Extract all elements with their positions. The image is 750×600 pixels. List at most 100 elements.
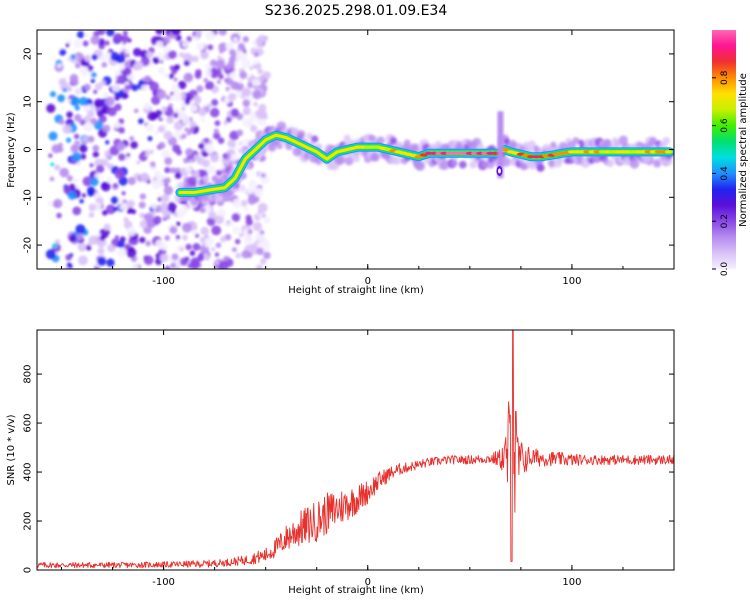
noise-blob [174, 172, 182, 179]
noise-blob [219, 49, 224, 54]
noise-blob [67, 190, 77, 200]
noise-blob [192, 242, 201, 251]
noise-blob [147, 111, 157, 121]
noise-blob [73, 86, 83, 95]
noise-blob [169, 65, 175, 71]
noise-blob [97, 30, 106, 36]
halo-blob [476, 143, 484, 151]
halo-blob [618, 135, 628, 145]
colorbar-tick-label: 0.2 [720, 214, 730, 228]
noise-blob [194, 173, 200, 179]
y-tick-label: 800 [23, 365, 34, 384]
noise-blob [124, 52, 130, 58]
halo-blob [415, 160, 426, 171]
noise-blob [190, 257, 201, 268]
noise-blob [139, 49, 149, 59]
noise-blob [175, 149, 182, 156]
noise-blob [102, 209, 108, 216]
halo-blob [662, 136, 671, 145]
noise-blob [47, 200, 54, 207]
noise-blob [92, 144, 100, 152]
noise-blob [229, 48, 236, 56]
noise-blob [54, 164, 61, 171]
noise-blob [171, 84, 180, 93]
noise-blob [90, 117, 98, 125]
noise-blob [239, 232, 244, 238]
noise-blob [184, 99, 191, 105]
noise-blob [256, 264, 263, 269]
halo-blob [606, 159, 615, 168]
noise-blob [126, 247, 137, 258]
noise-blob [133, 108, 139, 114]
halo-blob [550, 141, 557, 148]
halo-blob [469, 160, 477, 169]
noise-blob [163, 72, 169, 78]
noise-blob [102, 91, 109, 98]
noise-blob [181, 133, 187, 139]
noise-blob [155, 40, 164, 49]
noise-blob [228, 55, 236, 63]
noise-blob [256, 41, 263, 48]
noise-blob [193, 36, 199, 42]
halo-blob [368, 134, 376, 142]
halo-blob [434, 140, 443, 149]
spectrogram-y-ticks: -20 -10 0 10 20 [23, 48, 674, 253]
spectrogram-x-ticks: -100 0 100 [61, 30, 675, 287]
noise-blob [131, 209, 137, 215]
noise-blob [66, 262, 72, 268]
colorbar-tick-label: 0.4 [720, 166, 730, 181]
ridge-hotspot [664, 150, 673, 154]
noise-blob [160, 202, 169, 211]
noise-blob [159, 253, 169, 263]
halo-blob [396, 141, 403, 148]
noise-blob [51, 144, 61, 154]
noise-blob [79, 96, 88, 106]
noise-blob [207, 44, 214, 51]
noise-blob [247, 76, 252, 82]
noise-blob [168, 50, 177, 60]
noise-blob [90, 35, 100, 45]
noise-blob [179, 257, 189, 266]
noise-blob [139, 219, 149, 229]
noise-blob [206, 217, 216, 226]
noise-blob [141, 151, 146, 156]
noise-blob [176, 245, 181, 251]
noise-blob [114, 95, 120, 101]
noise-blob [198, 107, 207, 117]
noise-blob [257, 109, 268, 120]
noise-blob [185, 148, 194, 157]
noise-blob [96, 109, 104, 117]
y-tick-label: 20 [23, 48, 34, 61]
noise-blob [66, 111, 73, 118]
spike-halo [497, 111, 504, 179]
snr-data [37, 330, 674, 569]
halo-blob [522, 141, 529, 148]
noise-blob [117, 248, 127, 258]
noise-blob [253, 51, 259, 58]
noise-blob [167, 202, 177, 212]
noise-blob [78, 119, 84, 124]
halo-blob [613, 139, 621, 148]
halo-blob [629, 158, 640, 169]
noise-blob [97, 247, 105, 255]
halo-blob [392, 156, 402, 165]
noise-blob [73, 39, 83, 49]
noise-blob [242, 36, 249, 43]
noise-blob [57, 63, 62, 68]
noise-blob [76, 30, 85, 39]
noise-blob [86, 186, 96, 195]
noise-blob [204, 236, 214, 247]
noise-blob [157, 67, 165, 74]
noise-blob [210, 153, 220, 163]
noise-blob [117, 74, 127, 85]
noise-blob [233, 37, 238, 43]
noise-blob [211, 99, 219, 107]
noise-blob [239, 71, 248, 80]
x-tick-label: -100 [152, 276, 175, 287]
noise-blob [248, 179, 257, 189]
halo-blob [403, 139, 411, 147]
x-tick-label: 0 [365, 577, 371, 588]
noise-blob [230, 153, 239, 161]
noise-blob [136, 160, 141, 165]
noise-blob [251, 78, 260, 87]
